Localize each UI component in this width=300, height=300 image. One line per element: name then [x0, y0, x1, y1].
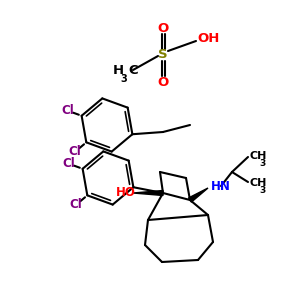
Text: H: H: [113, 64, 124, 76]
Text: CH: CH: [249, 178, 266, 188]
Text: Cl: Cl: [70, 199, 82, 212]
Text: 3: 3: [259, 159, 265, 168]
Polygon shape: [189, 188, 208, 202]
Text: OH: OH: [197, 32, 219, 46]
Text: O: O: [158, 76, 169, 88]
Text: Cl: Cl: [68, 146, 81, 158]
Text: HN: HN: [211, 179, 231, 193]
Text: HO: HO: [116, 187, 136, 200]
Text: CH: CH: [249, 151, 266, 161]
Polygon shape: [133, 190, 163, 196]
Text: 3: 3: [121, 74, 128, 83]
Text: C: C: [128, 64, 138, 76]
Text: S: S: [158, 49, 168, 62]
Text: Cl: Cl: [62, 157, 75, 170]
Text: Cl: Cl: [61, 104, 74, 117]
Text: O: O: [158, 22, 169, 34]
Text: 3: 3: [259, 186, 265, 195]
